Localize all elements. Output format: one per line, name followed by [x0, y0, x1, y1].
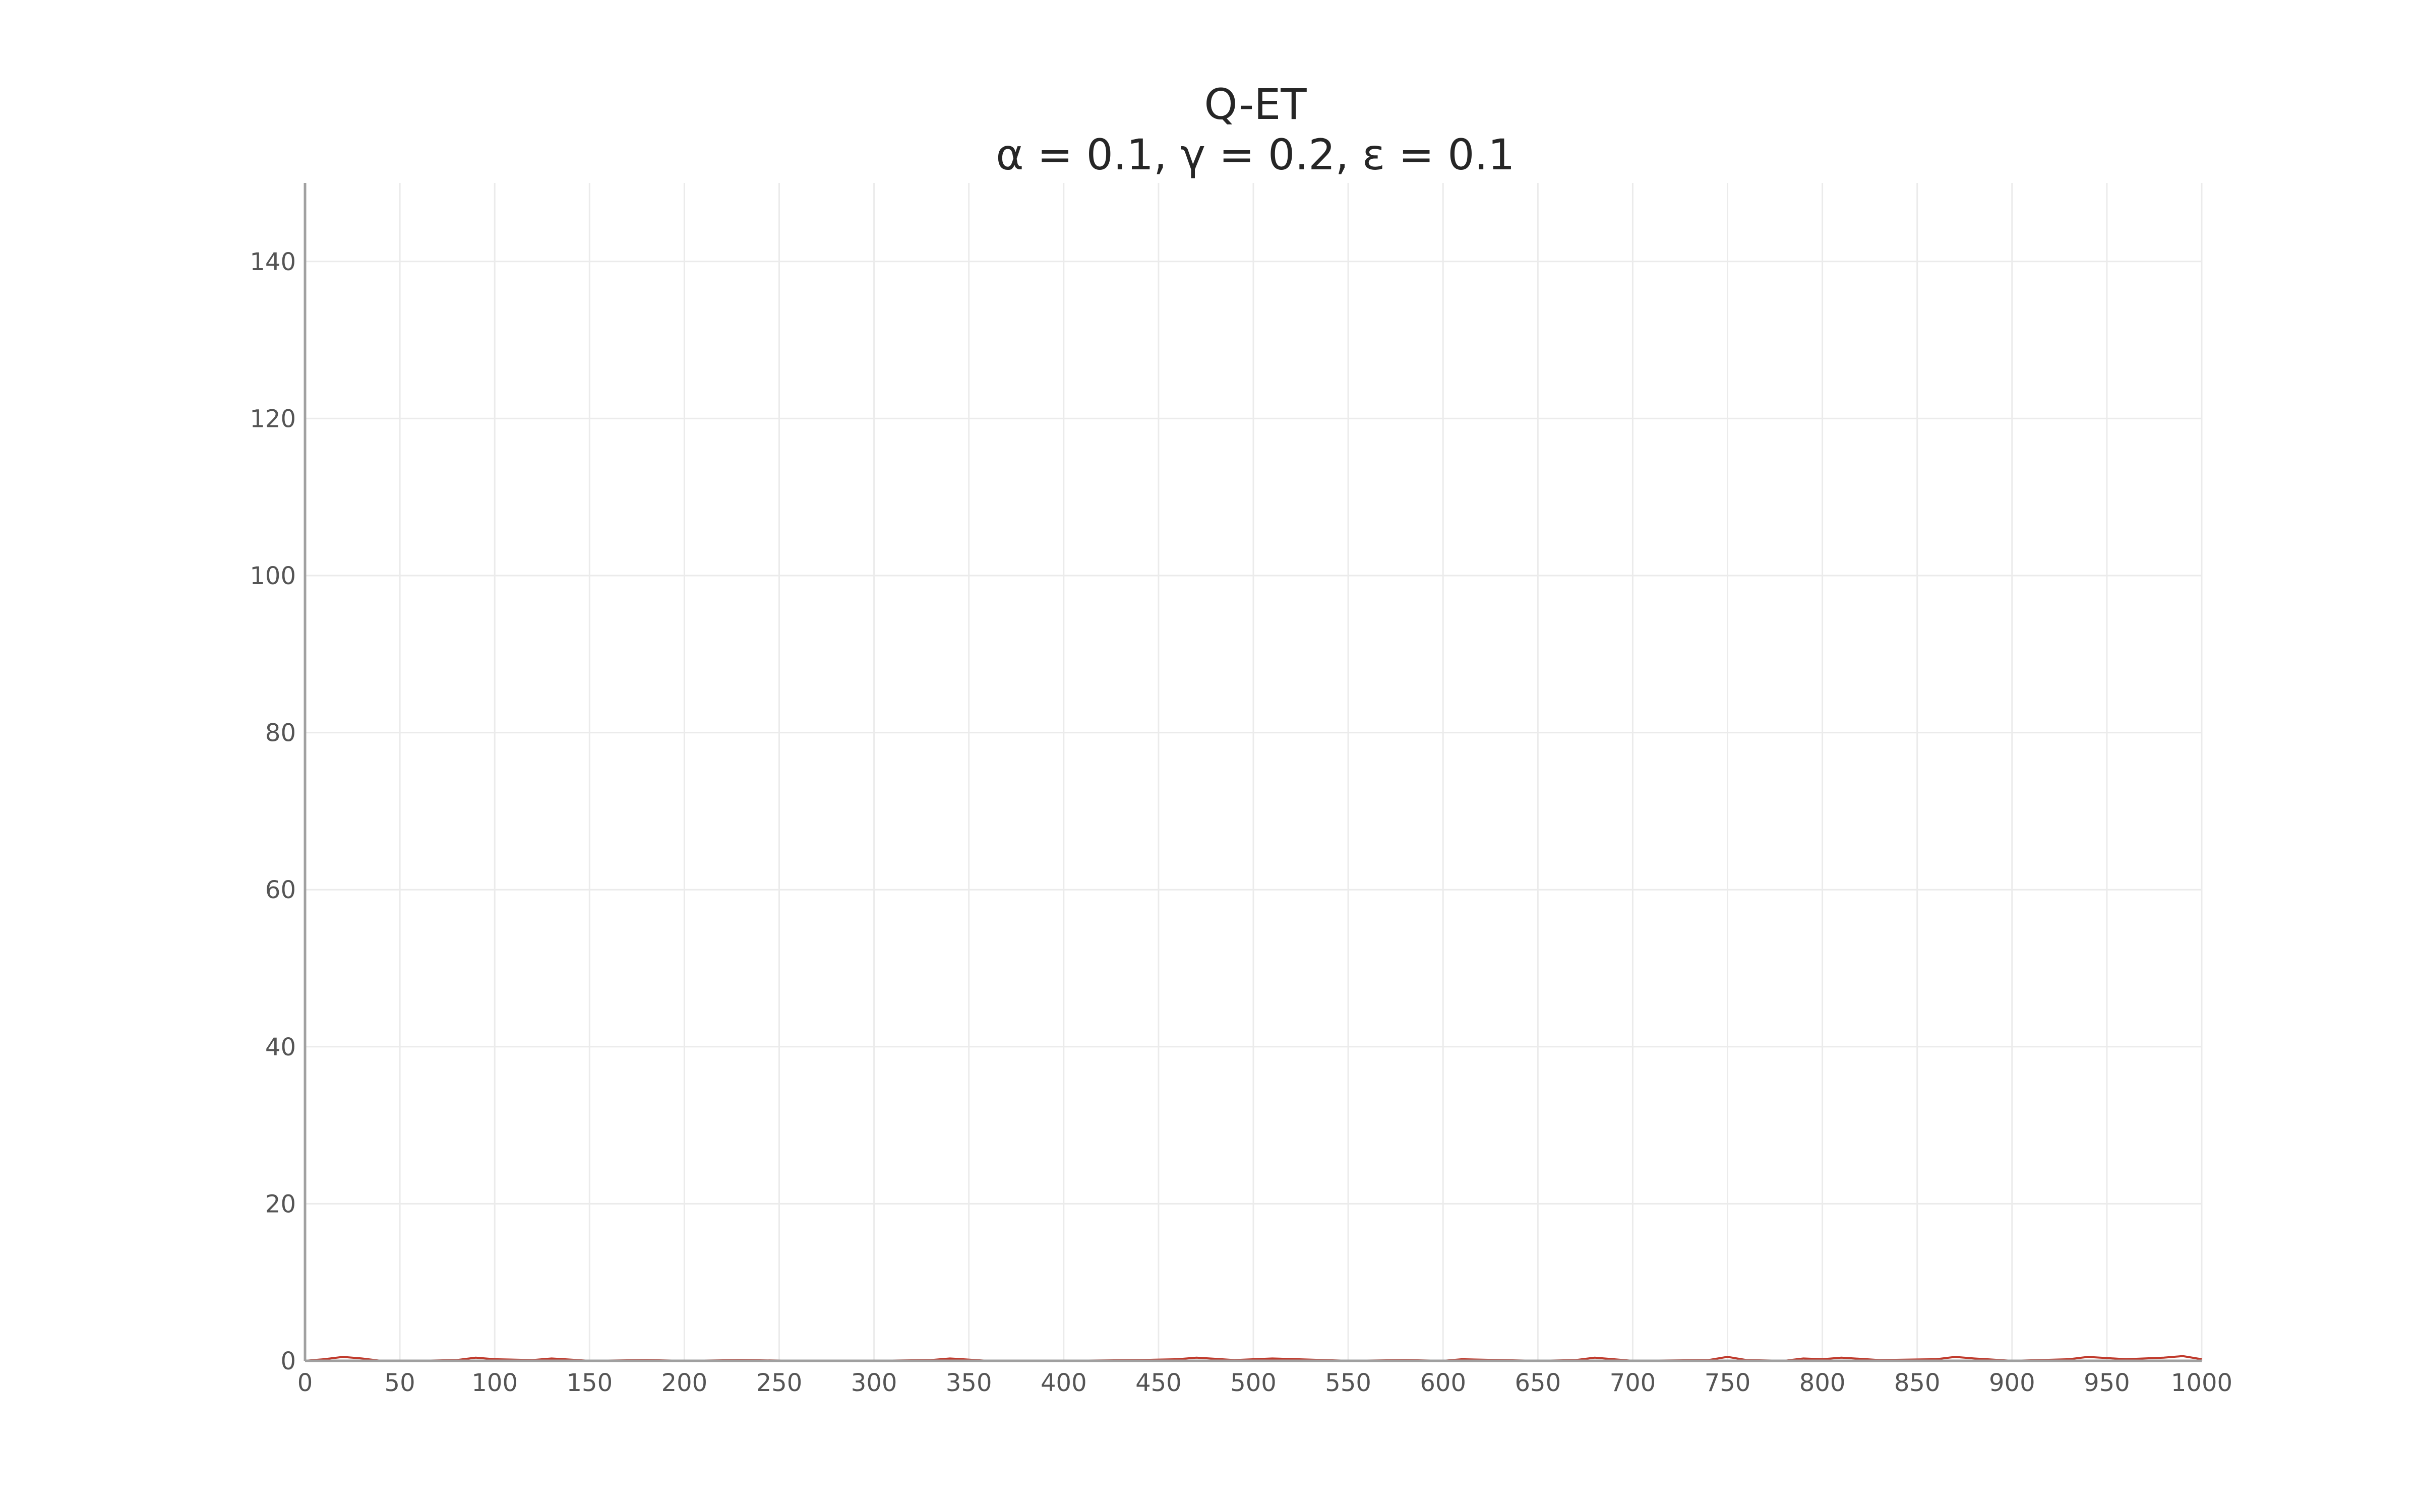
x-tick-label: 950	[2084, 1369, 2130, 1397]
y-tick-label: 80	[265, 719, 296, 747]
x-tick-label: 100	[471, 1369, 518, 1397]
chart-subtitle: α = 0.1, γ = 0.2, ε = 0.1	[996, 130, 1515, 179]
x-tick-label: 1000	[2171, 1369, 2232, 1397]
chart-title: Q-ET	[1204, 80, 1307, 129]
y-tick-label: 20	[265, 1190, 296, 1218]
x-tick-label: 900	[1989, 1369, 2035, 1397]
x-tick-label: 350	[946, 1369, 992, 1397]
x-tick-label: 450	[1135, 1369, 1182, 1397]
x-tick-label: 600	[1420, 1369, 1466, 1397]
x-tick-label: 850	[1894, 1369, 1941, 1397]
x-tick-label: 300	[851, 1369, 897, 1397]
x-tick-label: 150	[566, 1369, 613, 1397]
y-tick-label: 140	[250, 248, 296, 276]
y-tick-label: 60	[265, 876, 296, 904]
x-tick-label: 700	[1610, 1369, 1656, 1397]
x-tick-label: 800	[1799, 1369, 1846, 1397]
x-tick-label: 750	[1705, 1369, 1751, 1397]
x-tick-label: 500	[1230, 1369, 1277, 1397]
x-tick-label: 0	[297, 1369, 313, 1397]
x-tick-label: 650	[1515, 1369, 1561, 1397]
grid	[305, 183, 2203, 1361]
x-tick-label: 200	[661, 1369, 708, 1397]
y-tick-label: 120	[250, 405, 296, 433]
tick-labels: 0 50 100 150 200 250 300 350 400 450 500 550 600 650 7…	[250, 248, 2232, 1397]
y-tick-label: 40	[265, 1033, 296, 1061]
x-tick-label: 550	[1325, 1369, 1371, 1397]
x-tick-label: 400	[1041, 1369, 1087, 1397]
y-tick-label: 100	[250, 562, 296, 590]
x-tick-label: 50	[385, 1369, 415, 1397]
y-tick-label: 0	[280, 1347, 296, 1375]
x-tick-label: 250	[756, 1369, 803, 1397]
axes	[304, 183, 2202, 1362]
